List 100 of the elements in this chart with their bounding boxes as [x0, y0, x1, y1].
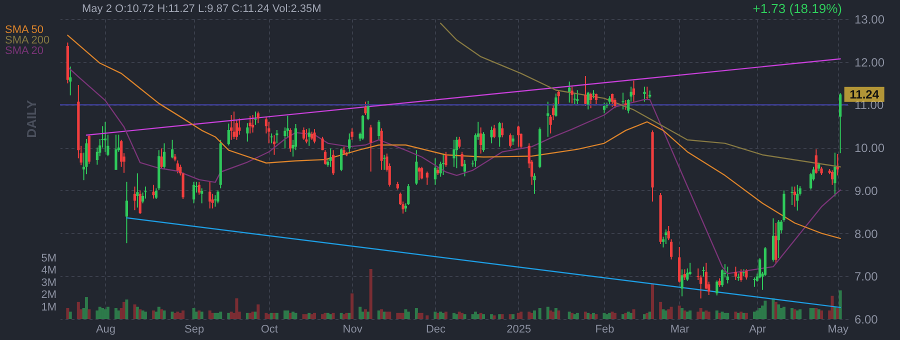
candlestick — [500, 122, 504, 138]
y2-tick-label: 3M — [41, 276, 56, 289]
bar — [312, 312, 316, 319]
bar — [594, 314, 598, 319]
bar — [646, 312, 649, 319]
candlestick — [455, 136, 458, 169]
bar — [455, 314, 458, 319]
bar — [366, 312, 370, 319]
candlestick — [594, 93, 598, 106]
bar — [744, 312, 748, 319]
bar — [557, 310, 560, 319]
bar — [182, 310, 185, 319]
candlestick — [670, 238, 673, 260]
candlestick — [329, 148, 332, 168]
candlestick — [256, 111, 260, 124]
candlestick — [321, 136, 324, 151]
candlestick — [324, 150, 327, 166]
candlestick — [586, 91, 590, 110]
bar — [586, 312, 590, 319]
bar — [329, 314, 332, 319]
bar — [820, 310, 824, 319]
bar — [66, 308, 70, 319]
candlestick — [162, 142, 166, 170]
y-tick-label: 9.00 — [854, 184, 878, 198]
bar — [414, 308, 418, 319]
bar — [798, 309, 802, 319]
candlestick — [533, 172, 536, 194]
bar — [707, 312, 710, 319]
candlestick — [444, 151, 448, 168]
candlestick — [238, 118, 241, 136]
candlestick — [590, 92, 592, 109]
bar — [613, 312, 616, 319]
candlestick — [632, 80, 636, 102]
bar — [576, 312, 579, 319]
bar — [651, 284, 654, 319]
candlestick — [667, 226, 670, 241]
bar — [256, 304, 260, 319]
candlestick — [305, 128, 308, 144]
bar — [500, 314, 504, 319]
bar — [380, 309, 384, 319]
bar — [125, 299, 128, 319]
candlestick — [366, 100, 370, 121]
candlestick — [790, 186, 794, 206]
bar — [308, 312, 311, 319]
candlestick — [227, 123, 230, 146]
bar — [117, 310, 120, 319]
bar — [420, 312, 424, 319]
candlestick — [646, 86, 648, 100]
y-tick-label: 6.00 — [854, 312, 878, 326]
x-tick-label: 2025 — [506, 324, 532, 336]
candlestick — [208, 181, 212, 209]
candlestick — [418, 166, 420, 181]
candlestick — [272, 134, 276, 156]
candlestick — [796, 184, 799, 212]
candlestick — [458, 136, 461, 149]
bar — [138, 309, 142, 319]
bar — [364, 309, 367, 319]
candlestick — [348, 132, 351, 154]
bar — [512, 314, 515, 319]
y-tick-label: 7.00 — [854, 270, 878, 284]
candlestick — [460, 151, 464, 168]
y-tick-label: 12.00 — [854, 55, 885, 70]
x-tick-label: Apr — [749, 324, 767, 336]
bar — [659, 302, 662, 319]
candlestick — [463, 160, 466, 177]
candlestick — [302, 126, 306, 140]
bar — [756, 310, 759, 319]
candlestick — [114, 134, 118, 170]
bar — [426, 315, 429, 319]
bar — [718, 312, 722, 319]
bar — [68, 312, 72, 319]
bar — [214, 312, 217, 319]
bar — [814, 308, 818, 319]
candlestick — [232, 111, 236, 140]
candlestick — [834, 152, 836, 197]
candlestick — [289, 128, 292, 152]
bar — [162, 310, 166, 319]
candlestick — [152, 184, 155, 200]
bar — [549, 310, 552, 319]
bar — [742, 312, 746, 319]
bar — [624, 312, 628, 319]
bar — [704, 310, 708, 319]
bar — [248, 312, 252, 319]
candlestick — [313, 128, 316, 144]
bar — [434, 312, 437, 319]
candlestick — [737, 273, 740, 282]
bar — [520, 312, 523, 319]
candlestick — [664, 228, 668, 244]
text: +1.73 (18.19%) — [752, 1, 842, 16]
bar — [608, 312, 612, 319]
bar — [382, 312, 386, 319]
bar — [76, 302, 80, 319]
bar — [324, 312, 327, 319]
bar — [350, 293, 354, 319]
bar — [88, 309, 91, 319]
line-series — [67, 34, 841, 240]
candlestick — [251, 114, 254, 134]
candlestick — [361, 114, 364, 140]
candlestick — [442, 153, 445, 176]
bar — [275, 312, 278, 319]
